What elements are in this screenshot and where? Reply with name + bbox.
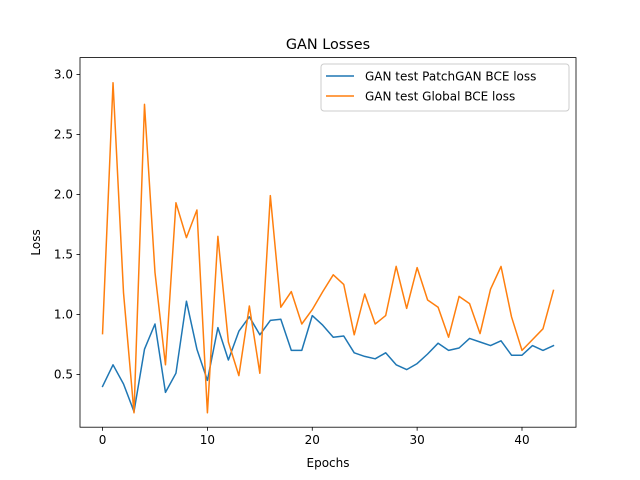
plot-lines xyxy=(101,82,555,414)
legend: GAN test PatchGAN BCE loss GAN test Globa… xyxy=(320,63,570,112)
x-tick-label: 10 xyxy=(200,433,215,447)
series-line-1 xyxy=(101,82,555,414)
y-tick-label: 2.5 xyxy=(54,128,73,142)
y-tick-label: 0.5 xyxy=(54,368,73,382)
x-axis-label: Epochs xyxy=(307,456,350,470)
legend-label-0: GAN test PatchGAN BCE loss xyxy=(365,69,536,83)
x-tick-label: 20 xyxy=(305,433,320,447)
plot-frame xyxy=(79,57,577,428)
y-axis-label: Loss xyxy=(29,229,43,255)
y-tick-label: 1.0 xyxy=(54,308,73,322)
legend-label-1: GAN test Global BCE loss xyxy=(365,89,515,103)
x-tick-label: 0 xyxy=(99,433,107,447)
x-axis: 0 10 20 30 40 xyxy=(99,427,530,447)
y-axis: 0.5 1.0 1.5 2.0 2.5 3.0 xyxy=(54,68,80,382)
x-tick-label: 40 xyxy=(514,433,529,447)
y-tick-label: 3.0 xyxy=(54,68,73,82)
series-line-0 xyxy=(101,300,555,413)
x-tick-label: 30 xyxy=(409,433,424,447)
legend-box xyxy=(320,63,570,112)
chart-title: GAN Losses xyxy=(286,37,370,53)
y-tick-label: 1.5 xyxy=(54,248,73,262)
y-tick-label: 2.0 xyxy=(54,188,73,202)
